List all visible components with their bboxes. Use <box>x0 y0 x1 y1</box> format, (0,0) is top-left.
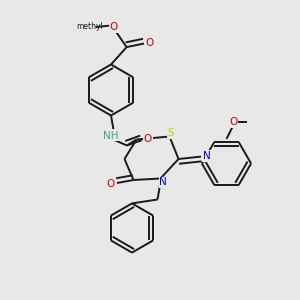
Text: O: O <box>146 38 154 48</box>
Text: O: O <box>110 22 118 32</box>
Text: NH: NH <box>103 130 118 141</box>
Text: N: N <box>159 177 167 187</box>
Text: methyl: methyl <box>76 22 103 31</box>
Text: O: O <box>229 117 237 128</box>
Text: O: O <box>144 134 152 144</box>
Text: N: N <box>202 151 210 161</box>
Text: S: S <box>168 128 174 139</box>
Text: O: O <box>106 178 115 189</box>
